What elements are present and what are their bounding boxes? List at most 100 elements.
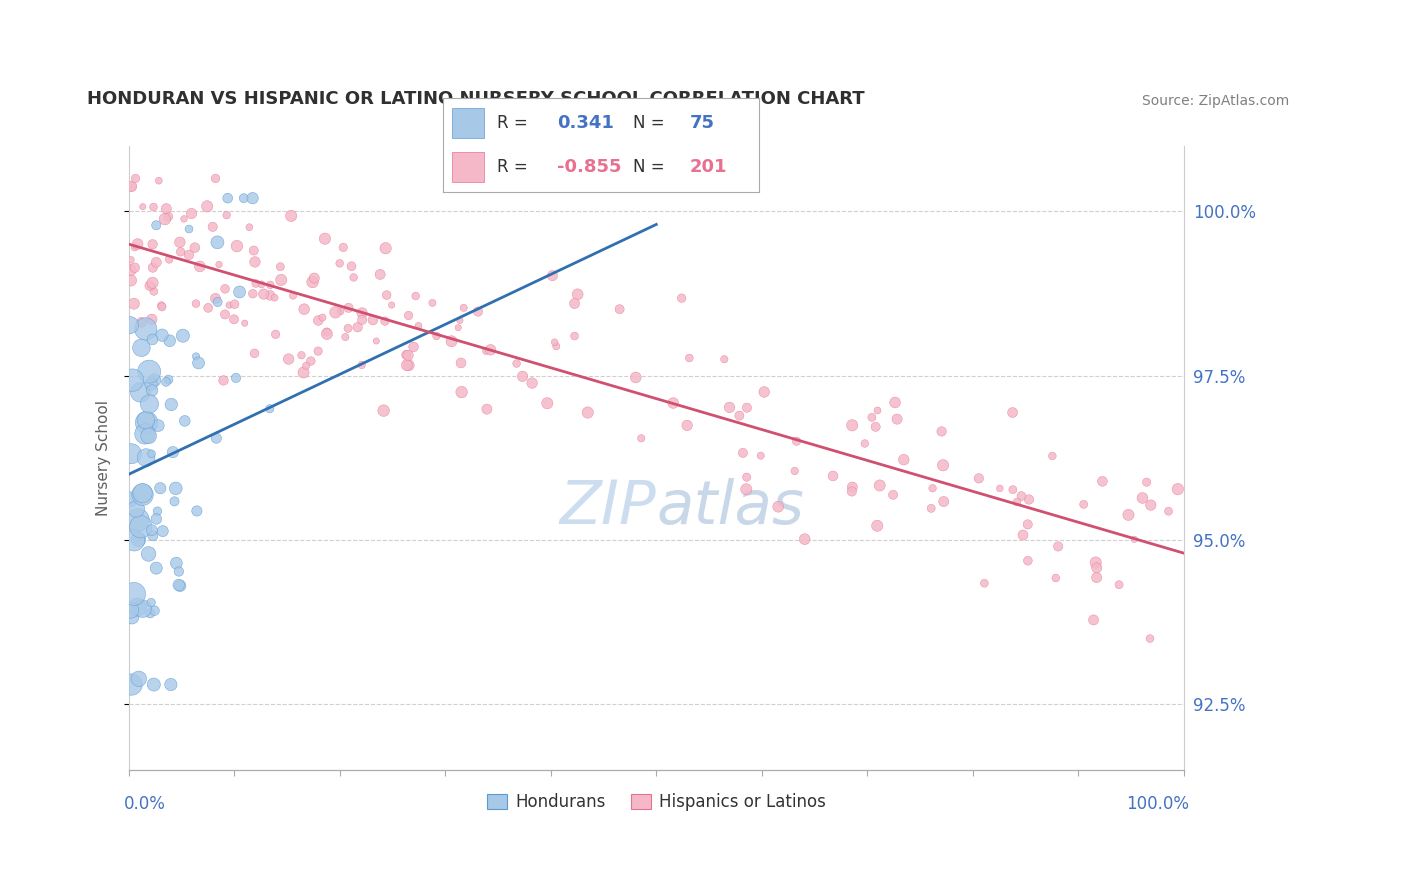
Point — [142, 260, 165, 275]
Point — [301, 275, 323, 289]
Point — [153, 212, 176, 227]
Point — [373, 403, 395, 417]
Point — [1073, 497, 1095, 511]
Point — [786, 434, 808, 449]
Point — [215, 208, 238, 222]
Point — [141, 523, 163, 537]
Point — [143, 604, 166, 618]
Point — [165, 481, 187, 495]
Point — [121, 179, 143, 194]
Point — [662, 396, 685, 410]
Point — [869, 478, 891, 492]
Point — [121, 610, 143, 624]
Point — [145, 219, 167, 233]
Point — [135, 450, 157, 465]
Point — [224, 297, 246, 311]
Point — [138, 278, 160, 293]
Point — [167, 565, 190, 579]
Point — [793, 532, 815, 546]
Point — [242, 191, 264, 205]
Point — [361, 313, 384, 327]
Point — [129, 519, 152, 533]
Bar — [453, 153, 484, 183]
Text: 0.341: 0.341 — [557, 114, 613, 132]
Point — [146, 504, 169, 518]
Point — [295, 359, 318, 373]
Point — [425, 329, 447, 343]
Point — [225, 371, 247, 385]
Point — [245, 277, 267, 291]
Point — [1132, 491, 1154, 505]
Point — [132, 601, 155, 615]
Point — [177, 248, 200, 262]
Point — [145, 561, 167, 575]
Point — [121, 180, 143, 194]
Point — [1018, 492, 1040, 507]
Point — [467, 304, 489, 318]
Point — [242, 286, 264, 301]
Point — [131, 488, 153, 502]
Point — [204, 292, 226, 306]
Point — [129, 385, 152, 400]
Point — [1040, 449, 1063, 463]
Point — [422, 296, 444, 310]
Point — [821, 469, 844, 483]
Text: 0.0%: 0.0% — [124, 795, 166, 813]
Point — [1157, 504, 1180, 518]
Text: atlas: atlas — [657, 478, 804, 537]
Point — [440, 334, 463, 349]
Point — [932, 494, 955, 508]
Point — [841, 484, 863, 499]
Point — [678, 351, 700, 365]
Point — [1085, 561, 1108, 575]
Point — [346, 320, 368, 334]
Point — [350, 358, 373, 372]
Y-axis label: Nursery School: Nursery School — [96, 400, 111, 516]
Point — [352, 306, 374, 320]
Point — [120, 447, 142, 461]
Point — [243, 255, 266, 269]
Point — [381, 298, 404, 312]
Point — [395, 358, 418, 372]
Point — [138, 547, 160, 561]
Point — [233, 316, 256, 330]
Point — [398, 358, 420, 372]
Point — [541, 268, 564, 283]
Point — [121, 677, 143, 691]
Point — [536, 396, 558, 410]
Point — [186, 504, 208, 518]
Point — [449, 313, 471, 327]
Point — [207, 235, 229, 250]
Point — [138, 365, 160, 379]
Point — [122, 533, 145, 548]
Point — [1005, 495, 1028, 509]
Point — [177, 222, 200, 236]
Point — [122, 587, 145, 601]
Point — [141, 276, 163, 290]
Point — [142, 677, 165, 691]
Point — [475, 402, 498, 417]
Text: N =: N = — [633, 159, 669, 177]
Point — [148, 418, 170, 433]
Point — [222, 312, 245, 326]
Point — [141, 384, 163, 398]
Point — [225, 239, 247, 253]
Point — [292, 302, 315, 317]
Point — [1108, 578, 1130, 592]
Point — [307, 344, 329, 359]
Point — [195, 199, 218, 213]
Point — [142, 529, 165, 543]
Point — [374, 314, 396, 328]
Point — [188, 260, 211, 274]
Point — [447, 320, 470, 334]
Point — [187, 356, 209, 370]
Point — [1045, 571, 1067, 585]
Point — [676, 418, 699, 433]
Point — [375, 288, 398, 302]
Text: N =: N = — [633, 114, 669, 132]
Point — [299, 354, 322, 368]
Point — [139, 377, 162, 392]
Point — [505, 357, 527, 371]
Point — [337, 301, 360, 315]
Point — [124, 241, 146, 255]
